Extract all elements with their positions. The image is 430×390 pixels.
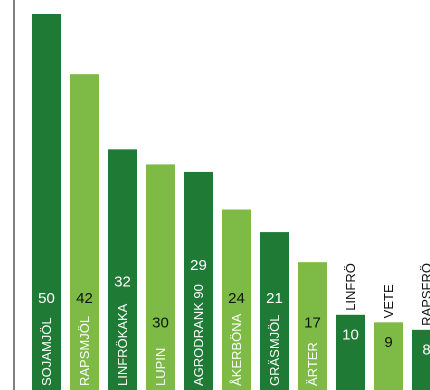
category-label: LUPIN — [153, 348, 168, 386]
category-label: RAPSFRÖ — [419, 263, 430, 326]
category-label: ÅKERBÖNA — [229, 313, 244, 386]
category-label: LINFRÖKAKA — [115, 303, 130, 386]
value-label: 50 — [38, 290, 55, 307]
bar — [108, 149, 137, 390]
category-label: VETE — [381, 284, 396, 318]
bar — [222, 209, 251, 390]
bar — [70, 74, 99, 390]
bar — [374, 322, 403, 390]
bar — [32, 14, 61, 390]
bar — [260, 232, 289, 390]
value-label: 42 — [76, 290, 93, 307]
bar — [184, 171, 213, 390]
category-label: LINFRÖ — [343, 263, 358, 311]
value-label: 32 — [114, 274, 131, 291]
value-label: 30 — [152, 315, 169, 332]
category-label: RAPSMJÖL — [77, 316, 92, 386]
category-label: ÄRTER — [305, 342, 320, 386]
value-label: 24 — [228, 290, 245, 307]
value-label: 29 — [190, 257, 207, 274]
value-label: 21 — [266, 290, 283, 307]
bar — [298, 262, 327, 390]
bar — [336, 314, 365, 390]
value-label: 9 — [384, 334, 392, 351]
bar — [146, 164, 175, 390]
category-label: GRÄSMJÖL — [267, 314, 282, 386]
value-label: 17 — [304, 315, 321, 332]
bar — [412, 329, 430, 390]
category-label: SOJAMJÖL — [39, 317, 54, 386]
bars-layer: SOJAMJÖL 50 RAPSMJÖL 42 LINFRÖKAKA 32 LUPIN 30 A… — [32, 14, 430, 390]
value-label: 8 — [422, 341, 430, 358]
value-label: 10 — [342, 326, 359, 343]
category-label: AGRODRANK 90 — [191, 284, 206, 386]
